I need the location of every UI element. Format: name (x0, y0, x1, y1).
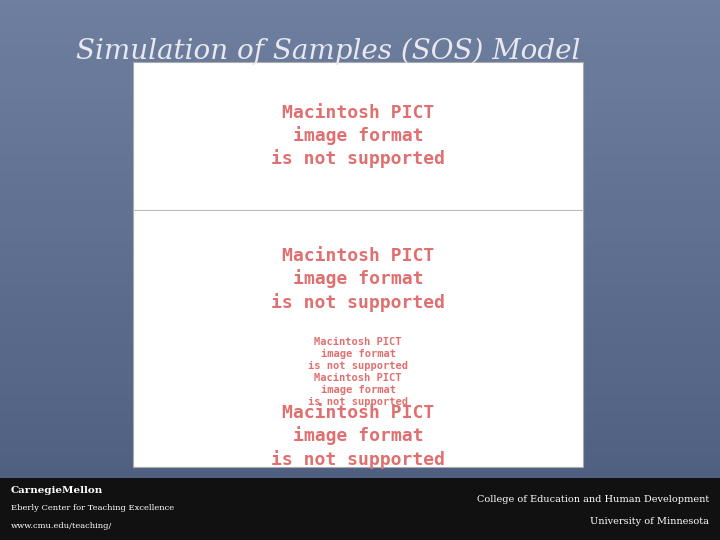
Text: CarnegieMellon: CarnegieMellon (11, 486, 103, 495)
Bar (0, 478, 720, 540)
Text: University of Minnesota: University of Minnesota (590, 517, 709, 526)
Text: Macintosh PICT
image format
is not supported: Macintosh PICT image format is not suppo… (271, 104, 445, 168)
Text: Eberly Center for Teaching Excellence: Eberly Center for Teaching Excellence (11, 504, 174, 512)
Text: Macintosh PICT
image format
is not supported: Macintosh PICT image format is not suppo… (308, 336, 408, 372)
Text: Macintosh PICT
image format
is not supported: Macintosh PICT image format is not suppo… (271, 247, 445, 312)
Text: College of Education and Human Development: College of Education and Human Developme… (477, 495, 709, 504)
Text: Macintosh PICT
image format
is not supported: Macintosh PICT image format is not suppo… (271, 404, 445, 469)
Text: Macintosh PICT
image format
is not supported: Macintosh PICT image format is not suppo… (308, 373, 408, 407)
Text: Simulation of Samples (SOS) Model: Simulation of Samples (SOS) Model (76, 38, 580, 65)
Bar (133, 62, 583, 467)
Text: www.cmu.edu/teaching/: www.cmu.edu/teaching/ (11, 522, 112, 530)
